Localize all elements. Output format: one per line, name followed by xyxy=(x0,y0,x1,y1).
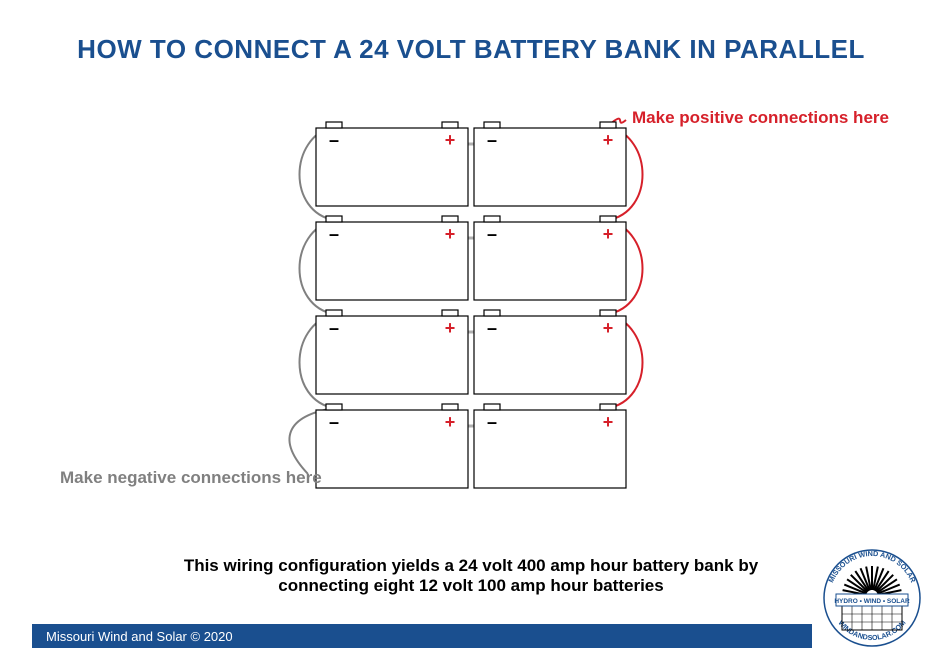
svg-text:HYDRO • WIND • SOLAR: HYDRO • WIND • SOLAR xyxy=(834,598,910,605)
svg-text:–: – xyxy=(487,130,497,150)
brand-logo: MISSOURI WIND AND SOLARWINDANDSOLAR.COMH… xyxy=(818,544,926,652)
svg-text:+: + xyxy=(445,130,456,150)
svg-text:+: + xyxy=(445,412,456,432)
svg-text:+: + xyxy=(603,130,614,150)
svg-text:–: – xyxy=(329,224,339,244)
svg-text:+: + xyxy=(603,318,614,338)
caption-line-2: connecting eight 12 volt 100 amp hour ba… xyxy=(0,576,942,596)
svg-text:–: – xyxy=(329,130,339,150)
caption-line-1: This wiring configuration yields a 24 vo… xyxy=(0,556,942,576)
svg-text:+: + xyxy=(445,318,456,338)
svg-text:–: – xyxy=(329,318,339,338)
caption: This wiring configuration yields a 24 vo… xyxy=(0,556,942,596)
svg-text:+: + xyxy=(603,224,614,244)
svg-text:–: – xyxy=(487,318,497,338)
negative-connection-label: Make negative connections here xyxy=(60,468,322,488)
footer-bar: Missouri Wind and Solar © 2020 xyxy=(32,624,812,648)
footer-text: Missouri Wind and Solar © 2020 xyxy=(46,629,233,644)
svg-text:–: – xyxy=(487,224,497,244)
positive-connection-label: Make positive connections here xyxy=(632,108,889,128)
svg-text:–: – xyxy=(487,412,497,432)
svg-text:–: – xyxy=(329,412,339,432)
svg-text:+: + xyxy=(603,412,614,432)
svg-text:+: + xyxy=(445,224,456,244)
